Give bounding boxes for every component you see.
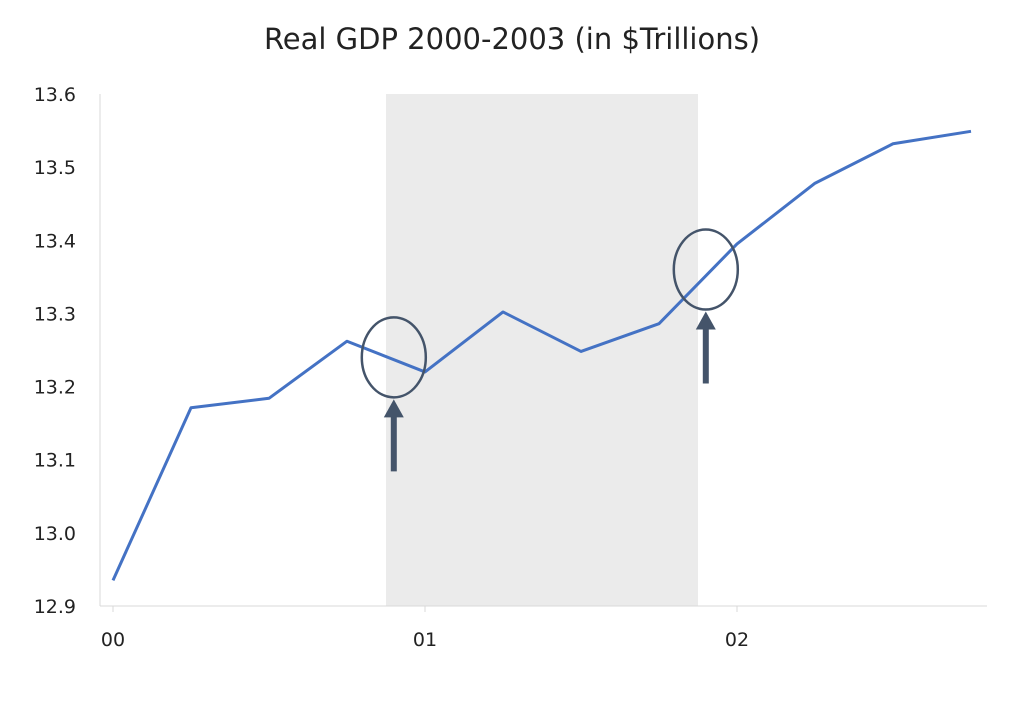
recession-shading-layer: [386, 94, 698, 606]
annotation-arrow-head: [695, 311, 716, 330]
series-layer: [111, 129, 972, 582]
y-tick-label: 13.3: [34, 303, 76, 325]
annotation-circle: [360, 316, 428, 399]
y-tick-label: 13.0: [34, 523, 76, 545]
y-tick-label: 13.1: [34, 450, 76, 472]
y-tick-labels: 12.9 13.0 13.1 13.2 13.3 13.4 13.5 13.6: [34, 84, 76, 618]
y-tick-label: 13.2: [34, 377, 76, 399]
annotation-circle: [672, 228, 740, 311]
axes: [99, 94, 987, 612]
gdp-series-line: [111, 129, 972, 582]
x-tick-labels: 00 01 02: [101, 629, 749, 651]
x-tick-label: 02: [725, 629, 749, 651]
x-tick-label: 01: [413, 629, 437, 651]
recession-shading: [386, 94, 698, 606]
y-tick-label: 13.4: [34, 230, 76, 252]
x-tick-label: 00: [101, 629, 125, 651]
chart-title: Real GDP 2000-2003 (in $Trillions): [263, 22, 761, 56]
annotations: [360, 228, 740, 472]
y-tick-label: 13.6: [34, 84, 76, 106]
y-tick-label: 12.9: [34, 596, 76, 618]
y-tick-label: 13.5: [34, 157, 76, 179]
annotation-arrow-head: [383, 399, 404, 418]
